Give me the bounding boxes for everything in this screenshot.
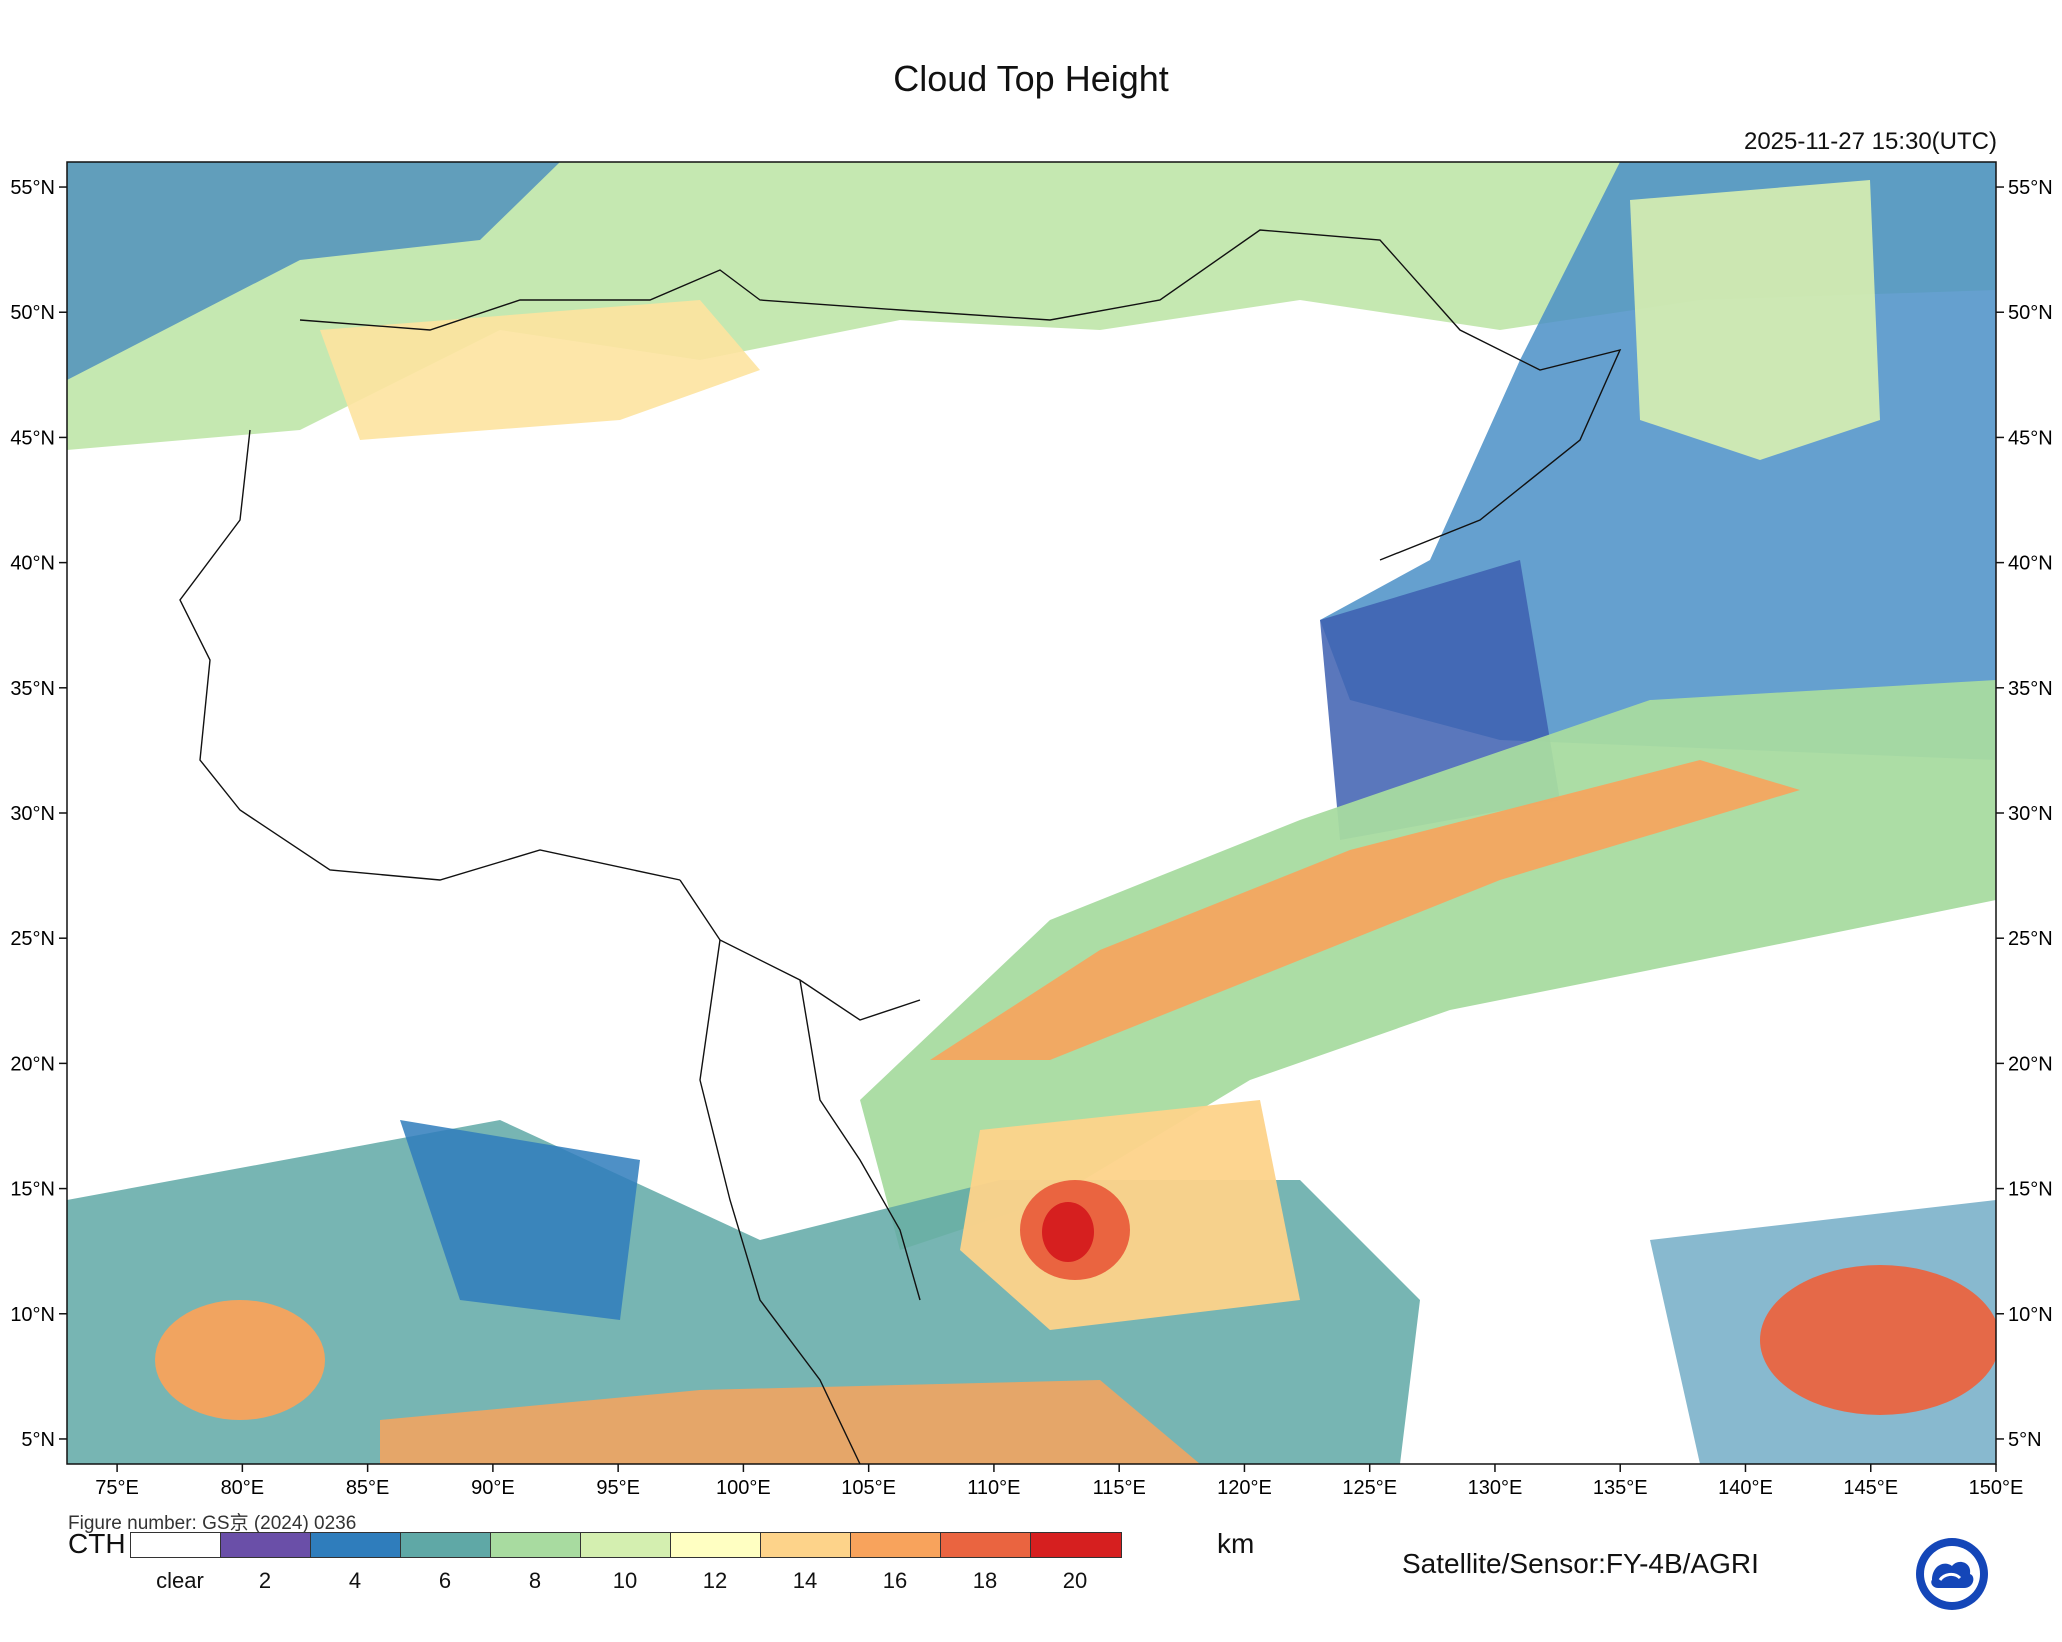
lon-label: 80°E: [221, 1477, 265, 1499]
lat-label-left: 15°N: [10, 1179, 55, 1201]
lon-label: 135°E: [1593, 1477, 1648, 1499]
colorbar-label: CTH: [68, 1528, 126, 1559]
colorbar-segment: [131, 1533, 221, 1557]
colorbar-segment: [491, 1533, 581, 1557]
colorbar-tick-label: clear: [156, 1568, 204, 1593]
lat-label-right: 15°N: [2008, 1179, 2053, 1201]
figure-number: Figure number: GS京 (2024) 0236: [68, 1513, 357, 1534]
colorbar-segment: [311, 1533, 401, 1557]
cloud-field-layer: [67, 162, 1996, 1464]
colorbar-tick-label: 10: [612, 1568, 638, 1593]
cloud-region-mongolia: [320, 300, 760, 440]
lat-label-right: 10°N: [2008, 1304, 2053, 1326]
lon-label: 150°E: [1969, 1477, 2024, 1499]
lat-label-left: 25°N: [10, 928, 55, 950]
border-indochina: [799, 979, 921, 1301]
colorbar-segment: [761, 1533, 851, 1557]
colorbar-segment: [1031, 1533, 1121, 1557]
cma-logo-icon: [1916, 1538, 1988, 1610]
colorbar-segment: [581, 1533, 671, 1557]
border-china-west: [179, 429, 681, 881]
lon-label: 85°E: [346, 1477, 390, 1499]
lon-label: 75°E: [95, 1477, 139, 1499]
cloud-region-north: [67, 162, 1996, 450]
lat-label-right: 45°N: [2008, 427, 2053, 449]
lon-label: 145°E: [1843, 1477, 1898, 1499]
cloud-region-bay-of-bengal: [400, 1120, 640, 1320]
storm-sri-lanka: [155, 1300, 325, 1420]
colorbar-segment: [401, 1533, 491, 1557]
border-southeast-asia: [699, 939, 861, 1464]
lat-label-left: 10°N: [10, 1304, 55, 1326]
border-china-north: [299, 229, 1622, 561]
lat-label-left: 50°N: [10, 302, 55, 324]
cloud-region-south-china-sea: [960, 1100, 1300, 1330]
cloud-region-okhotsk: [1630, 180, 1880, 460]
lat-label-left: 55°N: [10, 177, 55, 199]
colorbar-segment: [851, 1533, 941, 1557]
lat-label-left: 45°N: [10, 427, 55, 449]
lon-label: 115°E: [1093, 1477, 1146, 1499]
lat-label-right: 50°N: [2008, 302, 2053, 324]
lat-label-right: 55°N: [2008, 177, 2053, 199]
country-borders: [179, 229, 1622, 1464]
colorbar-segment: [941, 1533, 1031, 1557]
colorbar-unit: km: [1217, 1528, 1255, 1559]
lat-label-left: 5°N: [21, 1429, 55, 1451]
lat-label-right: 5°N: [2008, 1429, 2042, 1451]
lat-label-right: 25°N: [2008, 928, 2053, 950]
lat-label-right: 20°N: [2008, 1053, 2053, 1075]
lon-label: 130°E: [1468, 1477, 1523, 1499]
cloud-region-frontal-band: [860, 680, 1996, 1250]
cloud-region-frontal-core: [930, 760, 1800, 1060]
lon-label: 110°E: [967, 1477, 1020, 1499]
colorbar-tick-label: 20: [1062, 1568, 1088, 1593]
lon-label: 95°E: [596, 1477, 640, 1499]
lat-label-right: 30°N: [2008, 803, 2053, 825]
lat-label-left: 35°N: [10, 678, 55, 700]
sensor-text: Satellite/Sensor:FY-4B/AGRI: [1402, 1548, 1759, 1579]
lat-label-left: 30°N: [10, 803, 55, 825]
colorbar-tick-label: 2: [258, 1568, 272, 1593]
lon-label: 90°E: [471, 1477, 515, 1499]
colorbar-tick-label: 16: [882, 1568, 908, 1593]
chart-title: Cloud Top Height: [893, 58, 1169, 99]
colorbar: [130, 1532, 1122, 1558]
lon-label: 125°E: [1342, 1477, 1397, 1499]
colorbar-segment: [221, 1533, 311, 1557]
lat-label-left: 40°N: [10, 553, 55, 575]
colorbar-tick-label: 12: [702, 1568, 728, 1593]
colorbar-tick-label: 8: [528, 1568, 542, 1593]
colorbar-tick-label: 14: [792, 1568, 818, 1593]
lon-label: 120°E: [1217, 1477, 1272, 1499]
colorbar-segment: [671, 1533, 761, 1557]
timestamp: 2025-11-27 15:30(UTC): [1743, 128, 1997, 155]
colorbar-tick-label: 4: [348, 1568, 362, 1593]
lat-label-right: 35°N: [2008, 678, 2053, 700]
cloud-region-northwest: [67, 162, 560, 380]
lon-label: 105°E: [841, 1477, 896, 1499]
cloud-region-southern-strip: [380, 1380, 1200, 1464]
lon-label: 100°E: [716, 1477, 771, 1499]
lon-label: 140°E: [1718, 1477, 1773, 1499]
lat-label-right: 40°N: [2008, 553, 2053, 575]
colorbar-tick-label: 6: [438, 1568, 452, 1593]
storm-pacific: [1760, 1265, 1996, 1415]
colorbar-tick-label: 18: [972, 1568, 998, 1593]
lat-label-left: 20°N: [10, 1053, 55, 1075]
typhoon-center: [1042, 1202, 1094, 1262]
